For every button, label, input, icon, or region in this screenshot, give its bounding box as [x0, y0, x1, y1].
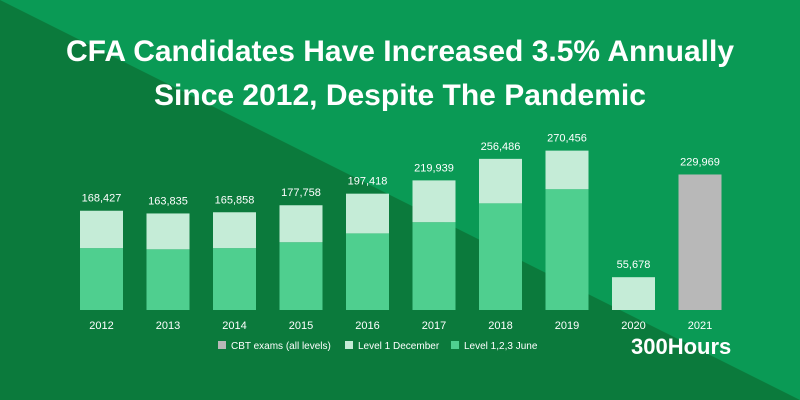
bar-2012-level-1-december: [80, 210, 123, 249]
data-label-2020: 55,678: [617, 259, 651, 271]
legend-swatch-level-1-2-3-june: [451, 341, 459, 349]
chart-title-line-2: Since 2012, Despite The Pandemic: [154, 79, 646, 112]
x-tick-2015: 2015: [289, 320, 313, 332]
bar-2019-level-1-december: [545, 150, 589, 190]
data-label-2017: 219,939: [414, 162, 454, 174]
legend-swatch-cbt-exams-all-levels: [218, 341, 226, 349]
bar-2021-cbt-exams-all-levels: [678, 174, 722, 310]
bar-2016-level-1-december: [346, 193, 389, 234]
legend-label-level-1-2-3-june: Level 1,2,3 June: [464, 341, 538, 352]
bar-2013-level-1-december: [146, 213, 190, 250]
bar-2014-level-1-2-3-june: [213, 248, 256, 310]
bar-2019-level-1-2-3-june: [545, 189, 589, 310]
bar-2018-level-1-2-3-june: [479, 203, 522, 310]
data-label-2012: 168,427: [82, 193, 122, 205]
bar-2014-level-1-december: [213, 212, 256, 249]
brand-logo: 300Hours: [631, 334, 732, 359]
bar-2016-level-1-2-3-june: [346, 233, 389, 310]
bar-2017-level-1-december: [412, 180, 456, 223]
data-label-2016: 197,418: [348, 176, 388, 188]
chart-title-line-1: CFA Candidates Have Increased 3.5% Annua…: [65, 35, 734, 68]
x-tick-2019: 2019: [555, 320, 579, 332]
legend-label-level-1-december: Level 1 December: [358, 341, 440, 352]
data-label-2015: 177,758: [281, 187, 321, 199]
data-label-2014: 165,858: [215, 194, 255, 206]
bar-2015-level-1-december: [279, 205, 323, 243]
x-tick-2017: 2017: [422, 320, 446, 332]
x-tick-2020: 2020: [621, 320, 645, 332]
bar-2017-level-1-2-3-june: [412, 222, 456, 310]
x-tick-2021: 2021: [688, 320, 712, 332]
legend-swatch-level-1-december: [345, 341, 353, 349]
x-tick-2013: 2013: [156, 320, 180, 332]
chart-title: CFA Candidates Have Increased 3.5% Annua…: [0, 30, 800, 118]
x-tick-2018: 2018: [488, 320, 512, 332]
x-tick-2014: 2014: [222, 320, 246, 332]
data-label-2018: 256,486: [481, 141, 521, 153]
bar-2015-level-1-2-3-june: [279, 242, 323, 310]
data-label-2021: 229,969: [680, 156, 720, 168]
data-label-2013: 163,835: [148, 195, 188, 207]
data-label-2019: 270,456: [547, 133, 587, 145]
legend-label-cbt-exams-all-levels: CBT exams (all levels): [231, 341, 331, 352]
x-tick-2016: 2016: [355, 320, 379, 332]
x-tick-2012: 2012: [89, 320, 113, 332]
bar-2013-level-1-2-3-june: [146, 249, 190, 310]
bar-2018-level-1-december: [479, 158, 522, 204]
bar-2020-level-1-december: [612, 277, 655, 310]
bar-2012-level-1-2-3-june: [80, 248, 123, 310]
